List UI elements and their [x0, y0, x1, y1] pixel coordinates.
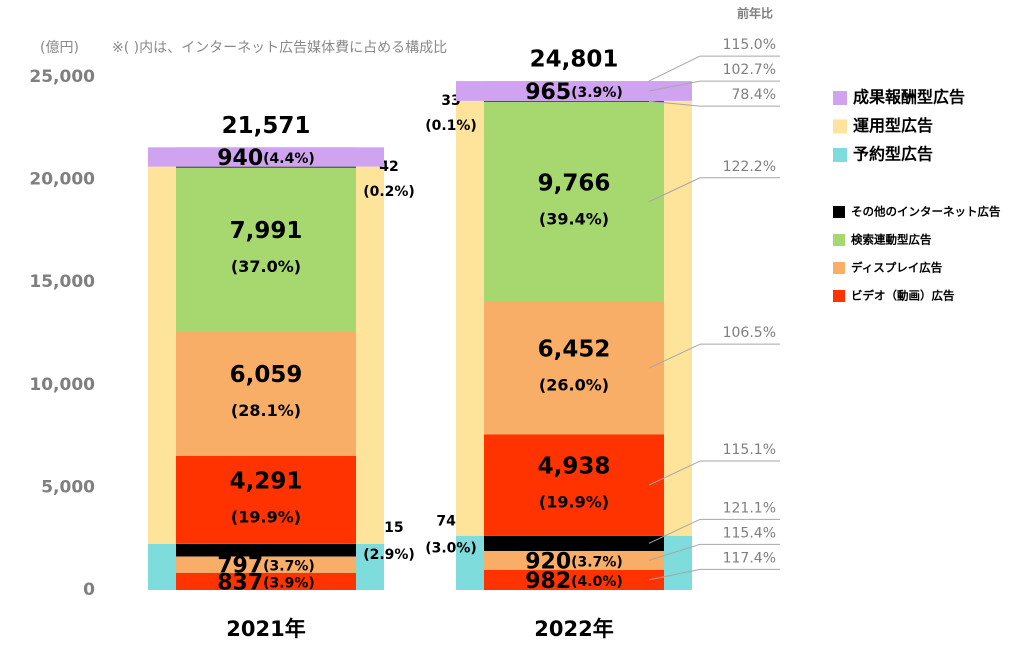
percent-label: (37.0%) [231, 257, 301, 276]
y-tick-label: 20,000 [29, 170, 95, 190]
legend-swatch [833, 91, 847, 105]
value-label: 9,766 [538, 170, 611, 196]
value-label: 42 [379, 159, 398, 175]
legend-swatch [833, 262, 845, 274]
segment [484, 434, 664, 536]
percent-label: (28.1%) [231, 401, 301, 420]
yoy-label: 121.1% [723, 500, 776, 516]
value-label: 940 [217, 146, 263, 171]
segment-label: 965(3.9%) [525, 80, 623, 105]
yoy-label: 115.4% [723, 525, 776, 541]
segment [176, 543, 356, 557]
segment [484, 101, 664, 302]
y-tick-label: 15,000 [29, 272, 95, 292]
value-label: 4,938 [538, 454, 611, 480]
percent-label: (0.1%) [425, 118, 477, 134]
percent-label: (3.9%) [263, 575, 315, 591]
value-label: 965 [525, 80, 571, 105]
percent-label: (4.0%) [571, 574, 623, 590]
value-label: 33 [441, 93, 460, 109]
segment [484, 535, 664, 551]
x-tick-label: 2021年 [226, 617, 305, 641]
yoy-label: 115.0% [723, 37, 776, 53]
yoy-label: 78.4% [732, 87, 776, 103]
segment-label: 982(4.0%) [525, 569, 623, 594]
total-label: 24,801 [530, 47, 619, 73]
yoy-label: 115.1% [723, 442, 776, 458]
value-label: 920 [525, 549, 571, 574]
legend-swatch [833, 119, 847, 134]
segment [484, 100, 664, 102]
yoy-label: 102.7% [723, 62, 776, 78]
value-label: 797 [217, 554, 263, 579]
leader-line [648, 518, 701, 544]
leader-line [648, 568, 701, 581]
yoy-label: 117.4% [723, 550, 776, 566]
legend-swatch [833, 290, 845, 302]
value-label: 6,452 [538, 337, 611, 363]
value-label: 6,059 [230, 362, 303, 388]
segment [176, 167, 356, 332]
percent-label: (19.9%) [539, 493, 609, 512]
percent-label: (19.9%) [231, 507, 301, 526]
segment [176, 331, 356, 456]
percent-label: (3.7%) [263, 559, 315, 575]
legend-swatch [833, 206, 845, 218]
percent-label: (26.0%) [539, 376, 609, 395]
segment-label: 837(3.9%) [217, 570, 315, 595]
segment [176, 556, 356, 573]
segment-label: 940(4.4%) [217, 146, 315, 171]
legend-label: 予約型広告 [853, 145, 933, 164]
leader-line [648, 55, 701, 82]
percent-label: (3.9%) [571, 85, 623, 101]
segment [176, 455, 356, 544]
segment [176, 572, 356, 590]
value-label: 4,291 [230, 468, 303, 494]
value-label: 837 [217, 570, 263, 595]
note: ※( )内は、インターネット広告媒体費に占める構成比 [112, 40, 447, 56]
legend-label: ディスプレイ広告 [851, 261, 943, 275]
segment [176, 166, 356, 168]
leader-line [648, 543, 701, 561]
leader-line [648, 177, 701, 203]
percent-label: (0.2%) [363, 184, 415, 200]
percent-label: (4.4%) [263, 151, 315, 167]
y-tick-label: 0 [83, 580, 95, 600]
segment [484, 550, 664, 570]
segment-label: 920(3.7%) [525, 549, 623, 574]
segment [484, 301, 664, 435]
yoy-header: 前年比 [737, 6, 773, 21]
segment [484, 81, 664, 101]
percent-label: (3.0%) [425, 540, 477, 556]
total-label: 21,571 [222, 113, 311, 139]
leader-line [648, 100, 701, 107]
yoy-label: 106.5% [723, 325, 776, 341]
legend-swatch [833, 234, 845, 246]
value-label: 7,991 [230, 218, 303, 244]
percent-label: (3.7%) [571, 554, 623, 570]
segment [176, 147, 356, 167]
legend-label: 運用型広告 [853, 116, 933, 135]
segment [484, 569, 664, 590]
leader-line [648, 343, 701, 369]
legend-label: ビデオ（動画）広告 [851, 289, 955, 303]
leader-line [648, 460, 701, 486]
unit-label: (億円) [40, 40, 79, 56]
legend-swatch [833, 148, 847, 162]
value-label: 982 [525, 569, 571, 594]
legend-label: 成果報酬型広告 [853, 88, 965, 107]
segment-label: 797(3.7%) [217, 554, 315, 579]
legend-label: その他のインターネット広告 [851, 205, 1001, 219]
leader-line [648, 80, 701, 92]
y-tick-label: 25,000 [29, 67, 95, 87]
percent-label: (39.4%) [539, 209, 609, 228]
yoy-label: 122.2% [723, 159, 776, 175]
percent-label: (2.9%) [363, 547, 415, 563]
y-tick-label: 5,000 [41, 477, 95, 497]
x-tick-label: 2022年 [534, 617, 613, 641]
legend-label: 検索連動型広告 [851, 233, 932, 247]
y-tick-label: 10,000 [29, 375, 95, 395]
